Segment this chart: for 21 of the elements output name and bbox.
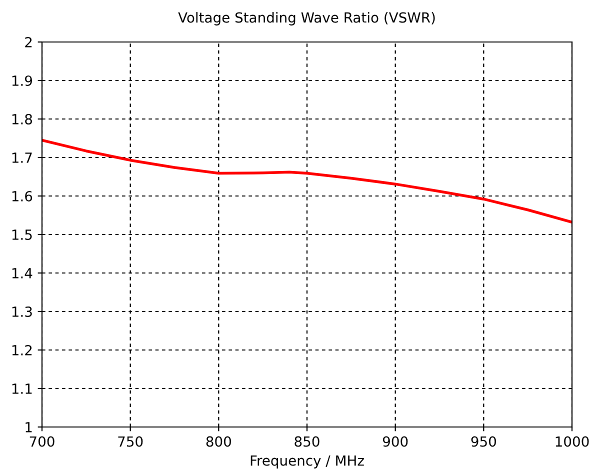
chart-title: Voltage Standing Wave Ratio (VSWR): [178, 12, 435, 26]
y-tick-label: 1.8: [12, 114, 32, 124]
y-tick-label: 1.6: [12, 190, 32, 202]
y-tick-label: 1.9: [12, 75, 32, 86]
x-axis-title: Frequency / MHz: [250, 455, 364, 468]
x-tick-label: 900: [382, 436, 408, 447]
x-tick-label: 750: [118, 436, 143, 447]
y-tick-label: 1.1: [12, 384, 32, 394]
y-tick-label: 1.5: [12, 230, 32, 240]
x-tick-label: 1000: [556, 436, 589, 447]
x-tick-label: 700: [30, 436, 54, 447]
y-tick-label: 1.2: [12, 344, 32, 356]
x-tick-label: 950: [471, 436, 496, 447]
line-series: [42, 138, 572, 224]
y-tick-label: 1.7: [12, 152, 32, 163]
y-tick-label: 1.4: [12, 268, 32, 278]
x-tick-label: 850: [294, 436, 320, 447]
y-tick-label: 1.3: [12, 306, 32, 317]
y-tick-label: 1: [26, 422, 32, 432]
y-tick-label: 2: [25, 36, 32, 48]
x-tick-label: 800: [206, 436, 231, 447]
